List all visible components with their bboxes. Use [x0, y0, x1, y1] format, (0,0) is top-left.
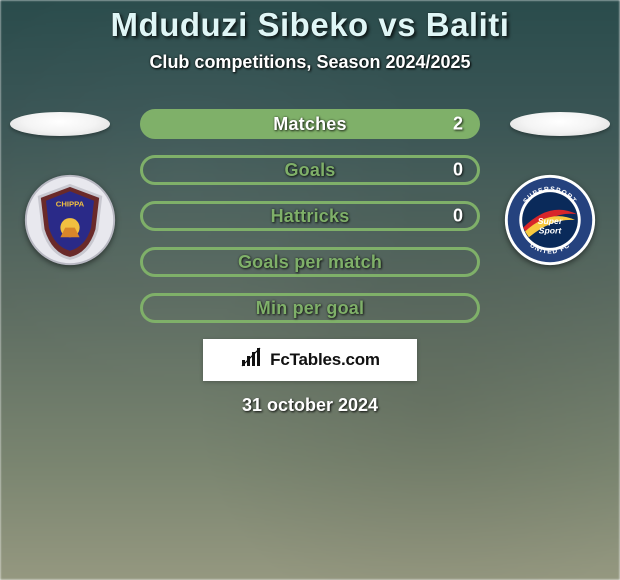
- stat-row: Goals 0: [0, 155, 620, 185]
- footer-date: 31 october 2024: [0, 395, 620, 416]
- stat-row: Goals per match: [0, 247, 620, 277]
- stat-pill-goals: Goals 0: [140, 155, 480, 185]
- stat-row: Min per goal: [0, 293, 620, 323]
- stat-label: Min per goal: [256, 298, 364, 319]
- stat-value: 2: [453, 114, 463, 135]
- stat-pill-matches: Matches 2: [140, 109, 480, 139]
- chart-icon: [240, 346, 264, 375]
- stat-label: Goals per match: [238, 252, 382, 273]
- player-right-ellipse: [510, 112, 610, 136]
- page-title: Mduduzi Sibeko vs Baliti: [0, 6, 620, 44]
- stat-pill-goals-per-match: Goals per match: [140, 247, 480, 277]
- stat-pill-hattricks: Hattricks 0: [140, 201, 480, 231]
- page-subtitle: Club competitions, Season 2024/2025: [0, 52, 620, 73]
- stat-value: 0: [453, 206, 463, 227]
- stat-pill-min-per-goal: Min per goal: [140, 293, 480, 323]
- site-logo: FcTables.com: [203, 339, 417, 381]
- stat-row: Matches 2: [0, 109, 620, 139]
- stat-value: 0: [453, 160, 463, 181]
- stat-row: Hattricks 0: [0, 201, 620, 231]
- site-logo-text: FcTables.com: [270, 350, 380, 370]
- content-wrapper: Mduduzi Sibeko vs Baliti Club competitio…: [0, 0, 620, 416]
- stat-label: Hattricks: [271, 206, 350, 227]
- player-left-ellipse: [10, 112, 110, 136]
- stat-label: Matches: [273, 114, 346, 135]
- stat-label: Goals: [284, 160, 335, 181]
